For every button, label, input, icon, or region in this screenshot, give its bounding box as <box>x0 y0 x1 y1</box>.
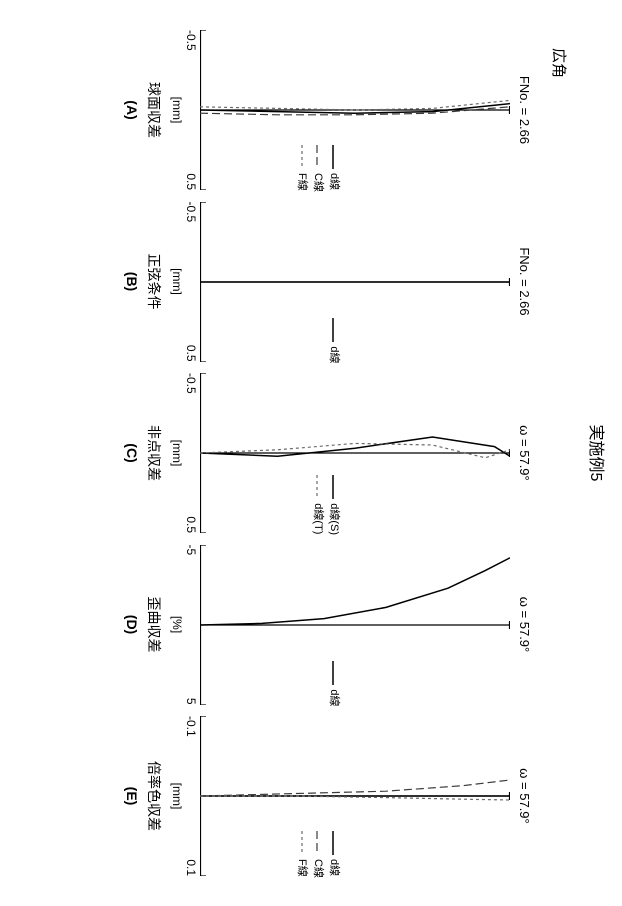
panel-header: ω = 57.9° <box>514 597 532 652</box>
zoom-state-label: 広角 <box>549 48 570 78</box>
x-tick-labels: -0.1 0.1 <box>184 716 198 876</box>
legend-label: d線(S) <box>326 503 340 535</box>
legend-item-d: d線 <box>326 318 340 363</box>
plot-area: d線 <box>200 202 510 362</box>
x-tick-labels: -5 5 <box>184 545 198 705</box>
x-unit: [mm] <box>170 97 184 124</box>
legend-item-dS: d線(S) <box>326 475 340 535</box>
legend-item-F: F線 <box>295 831 309 878</box>
legend-label: d線 <box>326 173 340 190</box>
aberration-name: 倍率色収差 <box>144 761 164 831</box>
example-title: 実施例5 <box>586 425 610 482</box>
x-unit: [mm] <box>170 783 184 810</box>
legend-item-C: C線 <box>311 831 325 878</box>
x-tick-min: -5 <box>184 545 198 556</box>
x-tick-min: -0.5 <box>184 30 198 51</box>
chart-row: FNo. = 2.66 d線C線F線 -0.5 0.5 [mm] 球面収差 (A… <box>60 30 532 876</box>
panel-letter: (E) <box>124 787 140 806</box>
aberration-panel-E: ω = 57.9° d線C線F線 -0.1 0.1 [mm] 倍率色収差 (E) <box>60 716 532 876</box>
legend-label: d線(T) <box>311 503 325 534</box>
aberration-name: 球面収差 <box>144 82 164 138</box>
legend: d線 <box>324 661 340 706</box>
x-unit: [mm] <box>170 440 184 467</box>
legend: d線(S)d線(T) <box>309 475 341 535</box>
aberration-panel-B: FNo. = 2.66 d線 -0.5 0.5 [mm] 正弦条件 (B) <box>60 202 532 362</box>
legend: d線C線F線 <box>293 831 340 878</box>
x-tick-labels: -0.5 0.5 <box>184 30 198 190</box>
x-unit: [%] <box>170 616 184 633</box>
legend-label: d線 <box>326 689 340 706</box>
x-tick-min: -0.5 <box>184 202 198 223</box>
aberration-panel-A: FNo. = 2.66 d線C線F線 -0.5 0.5 [mm] 球面収差 (A… <box>60 30 532 190</box>
legend-item-dT: d線(T) <box>311 475 325 535</box>
aberration-name: 正弦条件 <box>144 254 164 310</box>
legend-item-C: C線 <box>311 145 325 192</box>
x-tick-max: 5 <box>184 698 198 705</box>
plot-area: d線C線F線 <box>200 716 510 876</box>
legend: d線 <box>324 318 340 363</box>
panel-header: FNo. = 2.66 <box>514 247 532 315</box>
panel-header: ω = 57.9° <box>514 425 532 480</box>
legend-label: d線 <box>326 859 340 876</box>
legend-item-d: d線 <box>326 145 340 192</box>
legend-label: F線 <box>295 173 309 191</box>
legend-label: d線 <box>326 346 340 363</box>
panel-header: ω = 57.9° <box>514 768 532 823</box>
x-unit: [mm] <box>170 268 184 295</box>
panel-letter: (A) <box>124 100 140 119</box>
page-stage: 実施例5 広角 FNo. = 2.66 d線C線F線 -0.5 0.5 <box>0 0 622 906</box>
plot-svg <box>200 716 510 876</box>
x-tick-max: 0.1 <box>184 859 198 876</box>
plot-svg <box>200 545 510 705</box>
aberration-panel-D: ω = 57.9° d線 -5 5 [%] 歪曲収差 (D) <box>60 545 532 705</box>
panel-letter: (B) <box>124 272 140 291</box>
legend-label: C線 <box>311 859 325 878</box>
legend-label: C線 <box>311 173 325 192</box>
plot-area: d線(S)d線(T) <box>200 373 510 533</box>
legend-item-F: F線 <box>295 145 309 192</box>
x-tick-labels: -0.5 0.5 <box>184 202 198 362</box>
series-d <box>200 557 510 624</box>
plot-svg <box>200 373 510 533</box>
legend-item-d: d線 <box>326 831 340 878</box>
legend-item-d: d線 <box>326 661 340 706</box>
x-tick-min: -0.5 <box>184 373 198 394</box>
x-tick-labels: -0.5 0.5 <box>184 373 198 533</box>
panel-letter: (C) <box>124 443 140 462</box>
legend-label: F線 <box>295 859 309 877</box>
panel-header: FNo. = 2.66 <box>514 76 532 144</box>
x-tick-max: 0.5 <box>184 345 198 362</box>
series-d <box>200 104 510 114</box>
plot-area: d線C線F線 <box>200 30 510 190</box>
x-tick-min: -0.1 <box>184 716 198 737</box>
plot-svg <box>200 202 510 362</box>
aberration-name: 非点収差 <box>144 425 164 481</box>
plot-area: d線 <box>200 545 510 705</box>
landscape-content: 実施例5 広角 FNo. = 2.66 d線C線F線 -0.5 0.5 <box>0 0 622 906</box>
panel-letter: (D) <box>124 615 140 634</box>
aberration-name: 歪曲収差 <box>144 597 164 653</box>
aberration-panel-C: ω = 57.9° d線(S)d線(T) -0.5 0.5 [mm] 非点収差 … <box>60 373 532 533</box>
legend: d線C線F線 <box>293 145 340 192</box>
plot-svg <box>200 30 510 190</box>
x-tick-max: 0.5 <box>184 173 198 190</box>
series-C <box>200 780 510 796</box>
x-tick-max: 0.5 <box>184 516 198 533</box>
